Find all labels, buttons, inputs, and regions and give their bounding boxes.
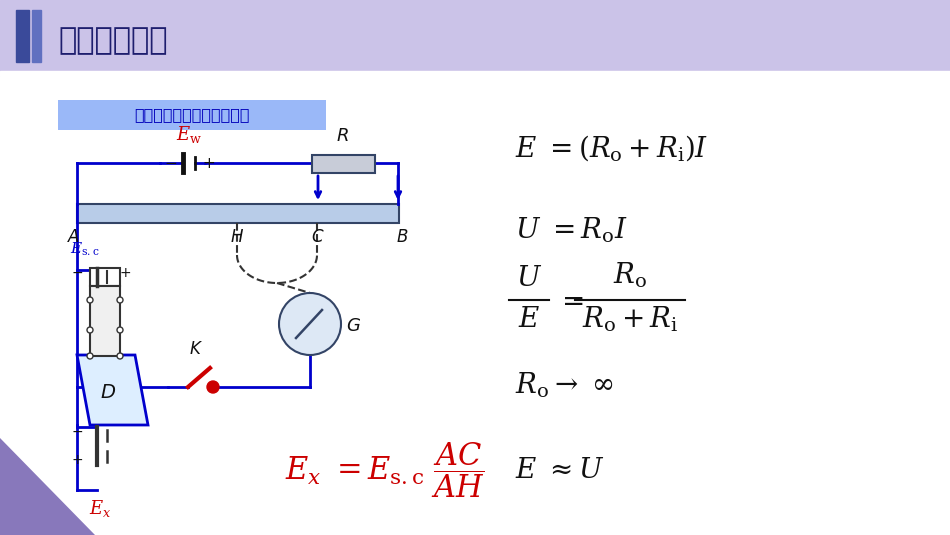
Text: 对消法测定电动势的原理图: 对消法测定电动势的原理图 (134, 108, 250, 123)
Bar (90, 286, 120, 356)
Text: $E_{\rm s.c}$: $E_{\rm s.c}$ (70, 241, 100, 258)
Text: $U\ =R_{\rm o}I$: $U\ =R_{\rm o}I$ (515, 215, 628, 244)
Text: $R_{\rm o} + R_{\rm i}$: $R_{\rm o} + R_{\rm i}$ (582, 305, 678, 334)
Text: $E\ =(R_{\rm o} + R_{\rm i})I$: $E\ =(R_{\rm o} + R_{\rm i})I$ (515, 133, 709, 163)
Text: −: − (71, 425, 83, 439)
Text: $=$: $=$ (556, 286, 584, 314)
Circle shape (87, 353, 93, 359)
Text: D: D (100, 383, 115, 401)
Text: +: + (119, 266, 131, 280)
Text: C: C (312, 228, 323, 246)
Text: H: H (231, 228, 243, 246)
Text: K: K (190, 340, 200, 358)
Bar (77, 204, 399, 223)
Text: R: R (336, 127, 350, 145)
Circle shape (117, 353, 123, 359)
Text: $E_{\rm w}$: $E_{\rm w}$ (176, 124, 202, 145)
Text: $E$: $E$ (518, 305, 541, 333)
Text: −: − (164, 156, 178, 171)
Text: +: + (71, 453, 83, 467)
Bar (58, 100, 326, 130)
Bar (312, 155, 375, 173)
Bar (0, 71, 950, 76)
Text: $U$: $U$ (516, 264, 542, 292)
Bar (0, 0, 950, 72)
Text: G: G (346, 317, 360, 335)
Text: +: + (202, 156, 216, 171)
Text: $R_{\rm o}\rightarrow\ \infty$: $R_{\rm o}\rightarrow\ \infty$ (515, 370, 614, 400)
Circle shape (117, 297, 123, 303)
Text: 电动势的测定: 电动势的测定 (58, 27, 167, 56)
Bar (90, 268, 120, 286)
Polygon shape (77, 355, 148, 425)
Bar (0, 76, 950, 535)
Circle shape (87, 327, 93, 333)
Circle shape (207, 381, 219, 393)
Circle shape (87, 297, 93, 303)
Polygon shape (0, 438, 95, 535)
Circle shape (117, 327, 123, 333)
Text: −: − (71, 266, 83, 280)
Text: A: A (68, 228, 80, 246)
Text: $R_{\rm o}$: $R_{\rm o}$ (613, 261, 647, 290)
Bar (16, 10, 29, 62)
Text: $E_{x}\ =E_{\rm s.c}\ \dfrac{AC}{AH}$: $E_{x}\ =E_{\rm s.c}\ \dfrac{AC}{AH}$ (285, 440, 485, 500)
Bar (32, 10, 41, 62)
Circle shape (279, 293, 341, 355)
Text: $E_{x}$: $E_{x}$ (88, 498, 111, 519)
Text: B: B (396, 228, 408, 246)
Text: $E\ \approx U$: $E\ \approx U$ (515, 456, 604, 484)
